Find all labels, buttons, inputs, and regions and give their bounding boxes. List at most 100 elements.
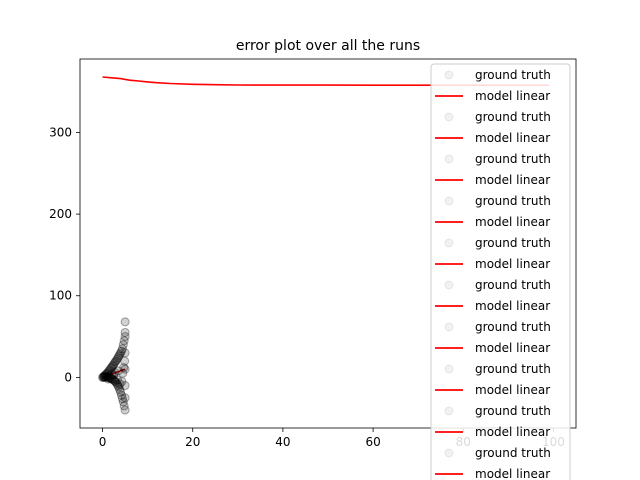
legend-marker-point [444, 280, 454, 290]
ground-truth-point [110, 357, 120, 367]
ground-truth-point [99, 372, 109, 382]
ground-truth-point [117, 394, 127, 404]
ground-truth-point [98, 372, 108, 382]
ground-truth-point [107, 369, 117, 379]
ground-truth-point [98, 372, 108, 382]
model-linear-line [102, 368, 126, 379]
legend-label: ground truth [475, 446, 551, 460]
ground-truth-point [107, 374, 117, 384]
legend-marker-point [444, 238, 454, 248]
legend-label: model linear [475, 299, 550, 313]
ground-truth-point [117, 344, 127, 354]
y-tick-label: 300 [49, 125, 72, 139]
chart-title: error plot over all the runs [236, 38, 420, 54]
ground-truth-point [109, 359, 119, 369]
ground-truth-point [118, 368, 128, 378]
legend-marker-point [444, 196, 454, 206]
legend-label: model linear [475, 425, 550, 439]
legend-label: ground truth [475, 278, 551, 292]
x-tick-label: 40 [275, 435, 290, 449]
ground-truth-point [107, 363, 117, 373]
ground-truth-point [114, 382, 124, 392]
ground-truth-point [104, 366, 114, 376]
legend-label: model linear [475, 131, 550, 145]
legend-label: model linear [475, 173, 550, 187]
model-linear-line [102, 76, 549, 86]
ground-truth-point [119, 363, 129, 373]
legend-label: model linear [475, 383, 550, 397]
y-tick-label: 100 [49, 289, 72, 303]
ground-truth-point [100, 370, 110, 380]
legend-label: ground truth [475, 236, 551, 250]
legend-label: ground truth [475, 68, 551, 82]
ground-truth-point [120, 381, 130, 391]
ground-truth-point [113, 381, 123, 391]
ground-truth-point [118, 340, 128, 350]
legend: ground truth model linear ground truth mode… [430, 63, 571, 480]
ground-truth-point [120, 364, 130, 374]
x-tick-label: 0 [99, 435, 107, 449]
legend-label: ground truth [475, 320, 551, 334]
legend-marker-point [444, 406, 454, 416]
legend-label: ground truth [475, 362, 551, 376]
ground-truth-point [113, 366, 123, 376]
ground-truth-point [102, 372, 112, 382]
legend-marker-point [444, 154, 454, 164]
ground-truth-point [109, 370, 119, 380]
ground-truth-point [116, 387, 126, 397]
x-tick-label: 60 [365, 435, 380, 449]
ground-truth-point [120, 405, 130, 415]
ground-truth-point [112, 375, 122, 385]
ground-truth-point [103, 372, 113, 382]
ground-truth-point [120, 327, 130, 337]
ground-truth-point [115, 385, 125, 395]
ground-truth-point [112, 379, 122, 389]
ground-truth-point [120, 393, 130, 403]
legend-marker-point [444, 448, 454, 458]
ground-truth-point [107, 374, 117, 384]
ground-truth-point [113, 353, 123, 363]
ground-truth-point [119, 401, 129, 411]
ground-truth-point [119, 336, 129, 346]
ground-truth-point [120, 348, 130, 358]
ground-truth-point [120, 332, 130, 342]
ground-truth-point [105, 365, 115, 375]
legend-label: model linear [475, 257, 550, 271]
ground-truth-point [111, 377, 121, 387]
ground-truth-point [116, 346, 126, 356]
ground-truth-point [115, 350, 125, 360]
ground-truth-point [104, 372, 114, 382]
ground-truth-point [117, 376, 127, 386]
ground-truth-point [114, 351, 124, 361]
axes-frame [79, 58, 577, 429]
legend-label: ground truth [475, 194, 551, 208]
ground-truth-point [111, 356, 121, 366]
legend-marker-point [444, 364, 454, 374]
legend-label: model linear [475, 89, 550, 103]
ground-truth-point [120, 317, 130, 327]
ground-truth-point [108, 360, 118, 370]
ground-truth-point [109, 376, 119, 386]
ground-truth-point [100, 372, 110, 382]
ground-truth-point [112, 354, 122, 364]
x-tick-label: 20 [185, 435, 200, 449]
ground-truth-point [116, 390, 126, 400]
legend-box [430, 63, 571, 480]
ground-truth-point [108, 375, 118, 385]
legend-label: model linear [475, 467, 550, 480]
ground-truth-point [103, 367, 113, 377]
ground-truth-point [116, 348, 126, 358]
legend-label: ground truth [475, 152, 551, 166]
ground-truth-point [110, 376, 120, 386]
y-tick-label: 200 [49, 207, 72, 221]
ground-truth-point [103, 374, 113, 384]
ground-truth-point [106, 363, 116, 373]
y-tick-label: 0 [64, 370, 72, 384]
legend-label: model linear [475, 215, 550, 229]
ground-truth-point [99, 371, 109, 381]
ground-truth-point [106, 373, 116, 383]
ground-truth-point [98, 372, 108, 382]
ground-truth-point [120, 356, 130, 366]
legend-label: model linear [475, 341, 550, 355]
